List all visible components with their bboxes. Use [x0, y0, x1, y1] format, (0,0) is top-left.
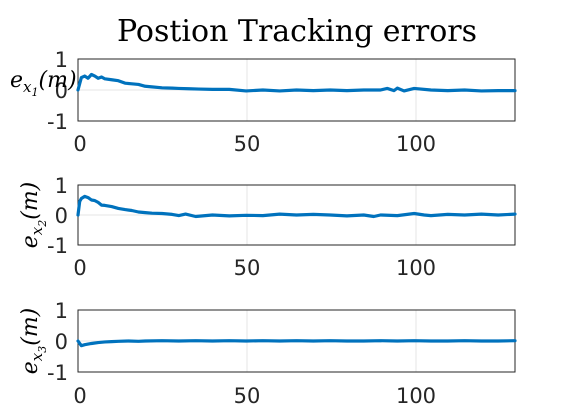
- subplot-3-ytick-0: 0: [55, 330, 68, 354]
- subplot-1-ylabel-base: e: [10, 68, 23, 93]
- subplot-3: 1 0 -1 0 50 100 ex3(m): [18, 299, 517, 408]
- subplot-2-series-line: [76, 194, 517, 219]
- subplot-2-xtick-50: 50: [234, 256, 261, 280]
- subplot-3-ylabel-sub: x: [28, 352, 46, 361]
- subplot-3-xtick-100: 100: [396, 384, 436, 408]
- subplot-1-xtick-50: 50: [234, 132, 261, 156]
- chart-title: Postion Tracking errors: [117, 14, 477, 49]
- subplot-1-ytick-1: 1: [55, 48, 68, 72]
- subplot-3-ylabel-rest: (m): [18, 308, 43, 346]
- subplot-2-xtick-100: 100: [396, 256, 436, 280]
- subplot-2-ylabel-subsub: 2: [36, 220, 49, 228]
- subplot-1-ylabel: ex1(m): [10, 68, 77, 99]
- subplot-2-ytick-1: 1: [55, 174, 68, 198]
- subplot-2-ytick-neg1: -1: [47, 234, 68, 258]
- subplot-3-ytick-1: 1: [55, 299, 68, 323]
- subplot-3-series-line: [76, 339, 517, 348]
- subplot-1: 1 0 -1 0 50 100 ex1(m): [10, 48, 517, 156]
- subplot-1-ytick-neg1: -1: [47, 110, 68, 134]
- subplot-2-ylabel-sub: x: [28, 226, 46, 235]
- subplot-2: 1 0 -1 0 50 100 ex2(m): [18, 174, 517, 280]
- subplot-3-ylabel-base: e: [18, 361, 43, 374]
- subplot-2-ylabel-base: e: [18, 235, 43, 248]
- subplot-1-ylabel-rest: (m): [39, 68, 77, 93]
- subplot-1-xtick-100: 100: [396, 132, 436, 156]
- subplot-2-ylabel: ex2(m): [18, 182, 49, 249]
- subplot-2-xtick-0: 0: [73, 256, 86, 280]
- subplot-1-ylabel-sub: x: [23, 78, 32, 96]
- subplot-1-ytick-0: 0: [55, 79, 68, 103]
- subplot-3-ylabel: ex3(m): [18, 308, 49, 375]
- subplot-2-ylabel-rest: (m): [18, 182, 43, 220]
- subplot-3-ylabel-subsub: 3: [36, 346, 49, 353]
- subplot-1-series-line: [76, 72, 517, 93]
- subplot-1-xtick-0: 0: [73, 132, 86, 156]
- subplot-3-xtick-0: 0: [73, 384, 86, 408]
- subplot-2-ytick-0: 0: [55, 204, 68, 228]
- subplot-3-ytick-neg1: -1: [47, 361, 68, 385]
- subplot-1-ylabel-subsub: 1: [32, 86, 39, 99]
- subplot-3-xtick-50: 50: [234, 384, 261, 408]
